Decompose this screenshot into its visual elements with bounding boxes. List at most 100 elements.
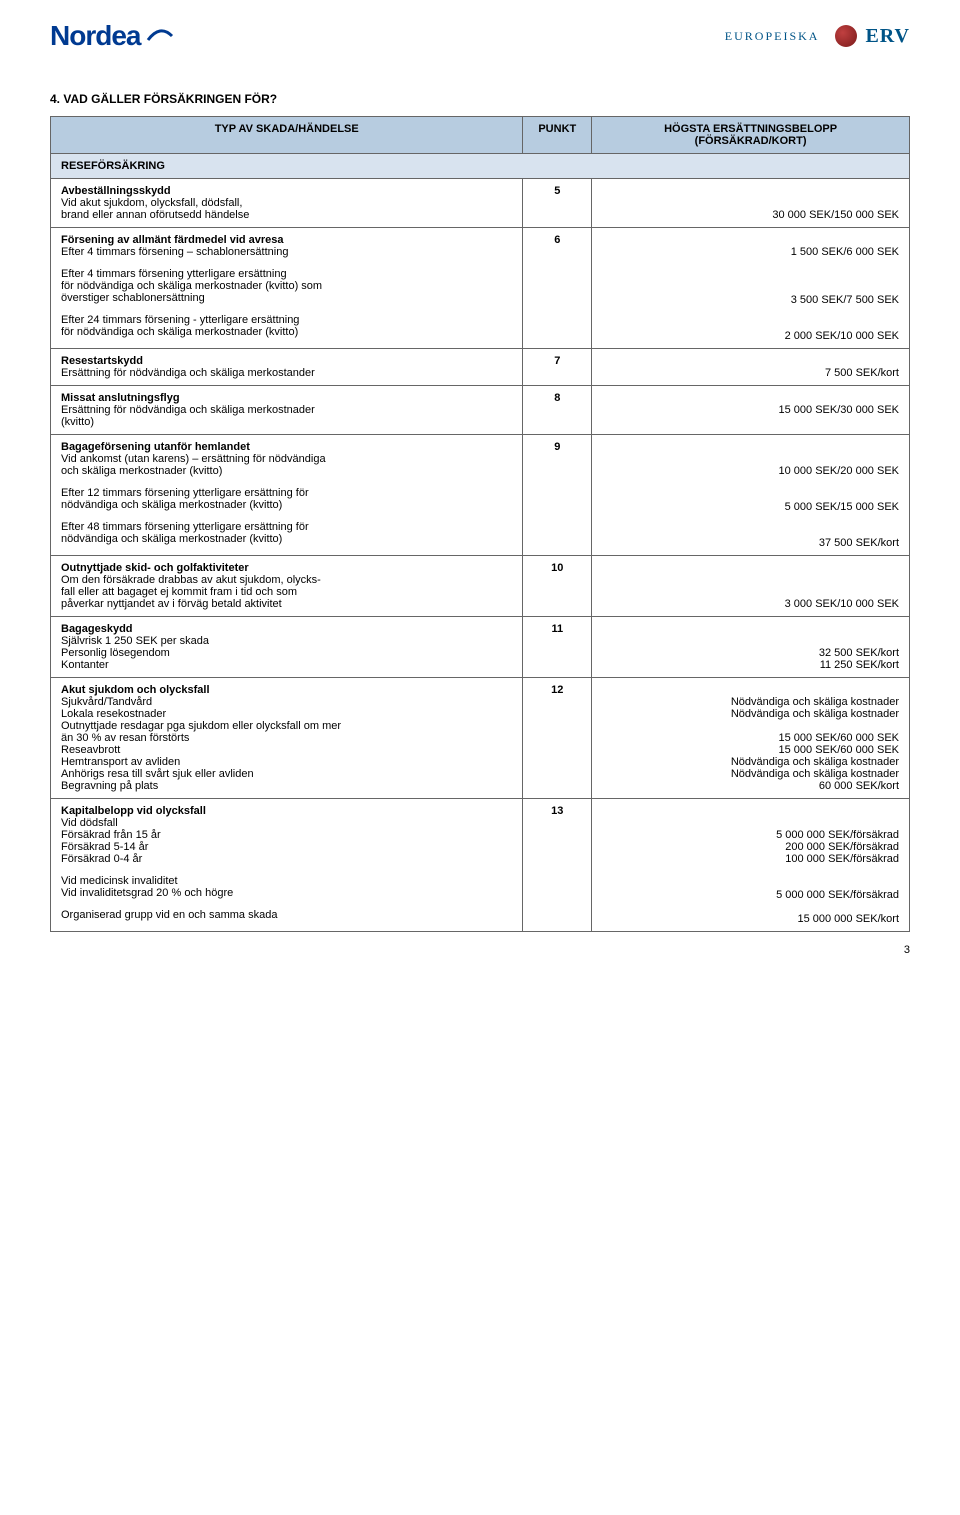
amount-line: Nödvändiga och skäliga kostnader: [602, 708, 899, 720]
amount-line: 5 000 000 SEK/försäkrad: [602, 889, 899, 901]
desc-line: Lokala resekostnader: [61, 708, 512, 720]
amount-line: [602, 234, 899, 246]
amount-line: [602, 306, 899, 318]
punkt-cell: 10: [523, 556, 592, 617]
punkt-cell: 9: [523, 435, 592, 556]
header-col3-a: HÖGSTA ERSÄTTNINGSBELOPP: [602, 123, 899, 135]
desc-line: Ersättning för nödvändiga och skäliga me…: [61, 404, 512, 416]
desc-subblock: Efter 4 timmars försening ytterligare er…: [61, 268, 512, 304]
header-col3-b: (FÖRSÄKRAD/KORT): [602, 135, 899, 147]
amount-line: [602, 901, 899, 913]
amount-line: [602, 197, 899, 209]
amount-line: [602, 355, 899, 367]
insurance-table: TYP AV SKADA/HÄNDELSE PUNKT HÖGSTA ERSÄT…: [50, 116, 910, 932]
desc-cell: Missat anslutningsflygErsättning för nöd…: [51, 386, 523, 435]
amount-cell: 10 000 SEK/20 000 SEK 5 000 SEK/15 000 S…: [592, 435, 910, 556]
amount-line: [602, 574, 899, 586]
amount-line: [602, 441, 899, 453]
amount-line: [602, 805, 899, 817]
amount-line: 3 500 SEK/7 500 SEK: [602, 294, 899, 306]
desc-line: Efter 12 timmars försening ytterligare e…: [61, 487, 512, 499]
desc-subblock: Efter 48 timmars försening ytterligare e…: [61, 521, 512, 545]
amount-line: 100 000 SEK/försäkrad: [602, 853, 899, 865]
desc-line: Vid ankomst (utan karens) – ersättning f…: [61, 453, 512, 465]
nordea-text: Nordea: [50, 20, 140, 52]
desc-subblock: Efter 12 timmars försening ytterligare e…: [61, 487, 512, 511]
amount-line: [602, 185, 899, 197]
amount-line: [602, 453, 899, 465]
amount-line: [602, 270, 899, 282]
amount-cell: 32 500 SEK/kort11 250 SEK/kort: [592, 617, 910, 678]
erv-small-text: EUROPEISKA: [725, 29, 820, 44]
section-row: RESEFÖRSÄKRING: [51, 154, 910, 179]
desc-subblock: Vid medicinsk invaliditetVid invaliditet…: [61, 875, 512, 899]
erv-text: ERV: [865, 25, 910, 48]
table-row: Outnyttjade skid- och golfaktiviteterOm …: [51, 556, 910, 617]
desc-line: för nödvändiga och skäliga merkostnader …: [61, 326, 512, 338]
punkt-cell: 11: [523, 617, 592, 678]
amount-line: [602, 684, 899, 696]
desc-line: och skäliga merkostnader (kvitto): [61, 465, 512, 477]
desc-line: Om den försäkrade drabbas av akut sjukdo…: [61, 574, 512, 586]
item-title: Bagageskydd: [61, 623, 512, 635]
desc-subblock: Efter 24 timmars försening - ytterligare…: [61, 314, 512, 338]
punkt-cell: 5: [523, 179, 592, 228]
amount-cell: Nödvändiga och skäliga kostnaderNödvändi…: [592, 678, 910, 799]
table-row: ResestartskyddErsättning för nödvändiga …: [51, 349, 910, 386]
erv-ball-icon: [835, 25, 857, 47]
desc-line: Anhörigs resa till svårt sjuk eller avli…: [61, 768, 512, 780]
amount-line: 2 000 SEK/10 000 SEK: [602, 330, 899, 342]
header-col3: HÖGSTA ERSÄTTNINGSBELOPP (FÖRSÄKRAD/KORT…: [592, 117, 910, 154]
desc-line: Vid dödsfall: [61, 817, 512, 829]
amount-line: [602, 623, 899, 635]
table-row: Bagageförsening utanför hemlandetVid ank…: [51, 435, 910, 556]
desc-line: Självrisk 1 250 SEK per skada: [61, 635, 512, 647]
desc-line: Reseavbrott: [61, 744, 512, 756]
desc-line: (kvitto): [61, 416, 512, 428]
amount-line: [602, 489, 899, 501]
amount-line: [602, 877, 899, 889]
desc-line: för nödvändiga och skäliga merkostnader …: [61, 280, 512, 292]
section-title: 4. VAD GÄLLER FÖRSÄKRINGEN FÖR?: [50, 92, 910, 106]
desc-line: Försäkrad 0-4 år: [61, 853, 512, 865]
table-row: AvbeställningsskyddVid akut sjukdom, oly…: [51, 179, 910, 228]
desc-line: Efter 4 timmars försening – schablonersä…: [61, 246, 512, 258]
amount-line: 10 000 SEK/20 000 SEK: [602, 465, 899, 477]
amount-cell: 5 000 000 SEK/försäkrad200 000 SEK/försä…: [592, 799, 910, 932]
amount-line: 15 000 000 SEK/kort: [602, 913, 899, 925]
amount-line: 1 500 SEK/6 000 SEK: [602, 246, 899, 258]
desc-line: Organiserad grupp vid en och samma skada: [61, 909, 512, 921]
desc-line: Försäkrad från 15 år: [61, 829, 512, 841]
amount-line: Nödvändiga och skäliga kostnader: [602, 696, 899, 708]
desc-cell: AvbeställningsskyddVid akut sjukdom, oly…: [51, 179, 523, 228]
amount-line: [602, 392, 899, 404]
desc-line: Försäkrad 5-14 år: [61, 841, 512, 853]
amount-line: 3 000 SEK/10 000 SEK: [602, 598, 899, 610]
amount-line: 11 250 SEK/kort: [602, 659, 899, 671]
desc-line: Efter 48 timmars försening ytterligare e…: [61, 521, 512, 533]
item-title: Avbeställningsskydd: [61, 185, 512, 197]
desc-line: Efter 4 timmars försening ytterligare er…: [61, 268, 512, 280]
amount-line: [602, 258, 899, 270]
amount-line: 7 500 SEK/kort: [602, 367, 899, 379]
desc-cell: Akut sjukdom och olycksfallSjukvård/Tand…: [51, 678, 523, 799]
desc-cell: ResestartskyddErsättning för nödvändiga …: [51, 349, 523, 386]
desc-line: Efter 24 timmars försening - ytterligare…: [61, 314, 512, 326]
punkt-cell: 7: [523, 349, 592, 386]
item-title: Kapitalbelopp vid olycksfall: [61, 805, 512, 817]
amount-line: 5 000 000 SEK/försäkrad: [602, 829, 899, 841]
table-row: Försening av allmänt färdmedel vid avres…: [51, 228, 910, 349]
header-logos: Nordea EUROPEISKA ERV: [50, 20, 910, 52]
desc-line: Vid akut sjukdom, olycksfall, dödsfall,: [61, 197, 512, 209]
amount-line: 15 000 SEK/60 000 SEK: [602, 744, 899, 756]
amount-line: [602, 562, 899, 574]
amount-line: Nödvändiga och skäliga kostnader: [602, 756, 899, 768]
item-title: Resestartskydd: [61, 355, 512, 367]
amount-line: 30 000 SEK/150 000 SEK: [602, 209, 899, 221]
desc-line: Outnyttjade resdagar pga sjukdom eller o…: [61, 720, 512, 732]
desc-line: Sjukvård/Tandvård: [61, 696, 512, 708]
punkt-cell: 12: [523, 678, 592, 799]
desc-line: Ersättning för nödvändiga och skäliga me…: [61, 367, 512, 379]
page-number: 3: [50, 944, 910, 956]
amount-line: [602, 586, 899, 598]
